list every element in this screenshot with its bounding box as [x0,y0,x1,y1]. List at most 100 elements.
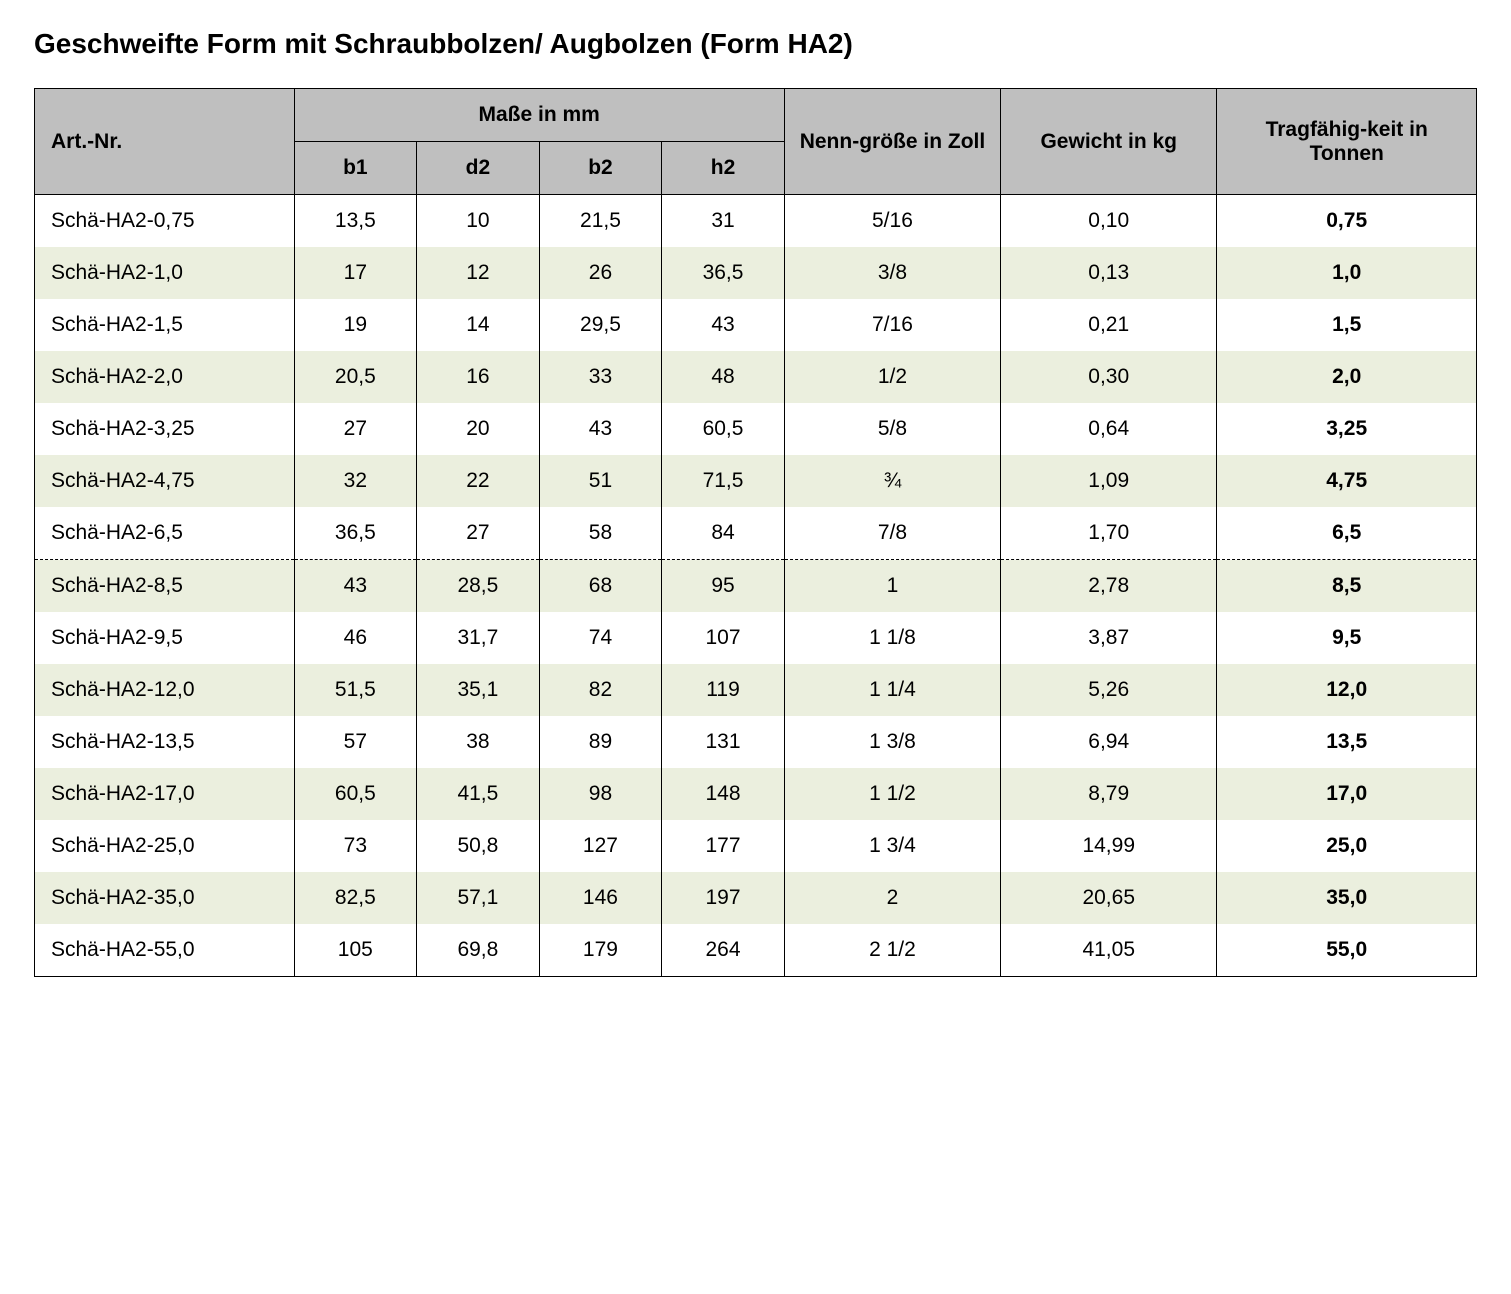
table-row: Schä-HA2-0,7513,51021,5315/160,100,75 [35,195,1477,248]
cell-b2: 26 [539,247,662,299]
cell-d2: 12 [417,247,540,299]
cell-trag: 13,5 [1217,716,1477,768]
cell-gewicht: 41,05 [1001,924,1217,977]
cell-d2: 10 [417,195,540,248]
cell-h2: 119 [662,664,785,716]
cell-b2: 51 [539,455,662,507]
cell-b2: 29,5 [539,299,662,351]
table-row: Schä-HA2-3,2527204360,55/80,643,25 [35,403,1477,455]
cell-nenn: 3/8 [784,247,1000,299]
table-header: Art.-Nr. Maße in mm Nenn-größe in Zoll G… [35,89,1477,195]
cell-nenn: 2 1/2 [784,924,1000,977]
cell-h2: 131 [662,716,785,768]
cell-b2: 68 [539,560,662,613]
cell-h2: 60,5 [662,403,785,455]
cell-gewicht: 0,30 [1001,351,1217,403]
cell-nenn: 1 1/8 [784,612,1000,664]
cell-d2: 16 [417,351,540,403]
cell-b2: 21,5 [539,195,662,248]
table-row: Schä-HA2-17,060,541,5981481 1/28,7917,0 [35,768,1477,820]
cell-h2: 107 [662,612,785,664]
cell-d2: 57,1 [417,872,540,924]
cell-artnr: Schä-HA2-35,0 [35,872,295,924]
cell-artnr: Schä-HA2-17,0 [35,768,295,820]
cell-trag: 55,0 [1217,924,1477,977]
spec-table: Art.-Nr. Maße in mm Nenn-größe in Zoll G… [34,88,1477,977]
table-row: Schä-HA2-4,7532225171,5¾1,094,75 [35,455,1477,507]
cell-h2: 95 [662,560,785,613]
cell-d2: 20 [417,403,540,455]
cell-b1: 19 [294,299,417,351]
cell-trag: 1,5 [1217,299,1477,351]
cell-h2: 43 [662,299,785,351]
cell-artnr: Schä-HA2-9,5 [35,612,295,664]
cell-trag: 2,0 [1217,351,1477,403]
table-row: Schä-HA2-9,54631,7741071 1/83,879,5 [35,612,1477,664]
table-row: Schä-HA2-35,082,557,1146197220,6535,0 [35,872,1477,924]
cell-nenn: 2 [784,872,1000,924]
cell-artnr: Schä-HA2-12,0 [35,664,295,716]
cell-artnr: Schä-HA2-25,0 [35,820,295,872]
cell-trag: 17,0 [1217,768,1477,820]
cell-b1: 73 [294,820,417,872]
cell-b1: 36,5 [294,507,417,560]
col-header-masse: Maße in mm [294,89,784,142]
cell-artnr: Schä-HA2-13,5 [35,716,295,768]
table-row: Schä-HA2-12,051,535,1821191 1/45,2612,0 [35,664,1477,716]
cell-gewicht: 0,10 [1001,195,1217,248]
cell-trag: 35,0 [1217,872,1477,924]
cell-b1: 57 [294,716,417,768]
table-body: Schä-HA2-0,7513,51021,5315/160,100,75Sch… [35,195,1477,977]
col-header-b2: b2 [539,142,662,195]
cell-nenn: 1 [784,560,1000,613]
col-header-nenn: Nenn-größe in Zoll [784,89,1000,195]
cell-artnr: Schä-HA2-3,25 [35,403,295,455]
cell-b2: 74 [539,612,662,664]
col-header-gewicht: Gewicht in kg [1001,89,1217,195]
cell-d2: 50,8 [417,820,540,872]
col-header-h2: h2 [662,142,785,195]
table-row: Schä-HA2-25,07350,81271771 3/414,9925,0 [35,820,1477,872]
cell-b1: 13,5 [294,195,417,248]
cell-gewicht: 1,09 [1001,455,1217,507]
cell-nenn: 1 1/4 [784,664,1000,716]
cell-artnr: Schä-HA2-0,75 [35,195,295,248]
cell-b1: 32 [294,455,417,507]
cell-trag: 9,5 [1217,612,1477,664]
cell-trag: 12,0 [1217,664,1477,716]
cell-nenn: 7/8 [784,507,1000,560]
cell-nenn: 1/2 [784,351,1000,403]
cell-nenn: 7/16 [784,299,1000,351]
cell-trag: 4,75 [1217,455,1477,507]
cell-gewicht: 6,94 [1001,716,1217,768]
cell-d2: 41,5 [417,768,540,820]
cell-b2: 179 [539,924,662,977]
cell-trag: 3,25 [1217,403,1477,455]
cell-h2: 31 [662,195,785,248]
cell-gewicht: 2,78 [1001,560,1217,613]
cell-trag: 0,75 [1217,195,1477,248]
cell-b1: 60,5 [294,768,417,820]
cell-b2: 89 [539,716,662,768]
cell-d2: 22 [417,455,540,507]
col-header-trag: Tragfähig-keit in Tonnen [1217,89,1477,195]
cell-artnr: Schä-HA2-2,0 [35,351,295,403]
cell-artnr: Schä-HA2-55,0 [35,924,295,977]
cell-d2: 28,5 [417,560,540,613]
cell-gewicht: 14,99 [1001,820,1217,872]
cell-b1: 105 [294,924,417,977]
cell-nenn: 1 1/2 [784,768,1000,820]
cell-gewicht: 0,21 [1001,299,1217,351]
cell-b1: 51,5 [294,664,417,716]
cell-b1: 43 [294,560,417,613]
cell-d2: 27 [417,507,540,560]
cell-artnr: Schä-HA2-1,0 [35,247,295,299]
table-row: Schä-HA2-1,017122636,53/80,131,0 [35,247,1477,299]
col-header-artnr: Art.-Nr. [35,89,295,195]
cell-h2: 264 [662,924,785,977]
cell-artnr: Schä-HA2-6,5 [35,507,295,560]
table-row: Schä-HA2-6,536,52758847/81,706,5 [35,507,1477,560]
cell-h2: 148 [662,768,785,820]
col-header-d2: d2 [417,142,540,195]
cell-gewicht: 5,26 [1001,664,1217,716]
